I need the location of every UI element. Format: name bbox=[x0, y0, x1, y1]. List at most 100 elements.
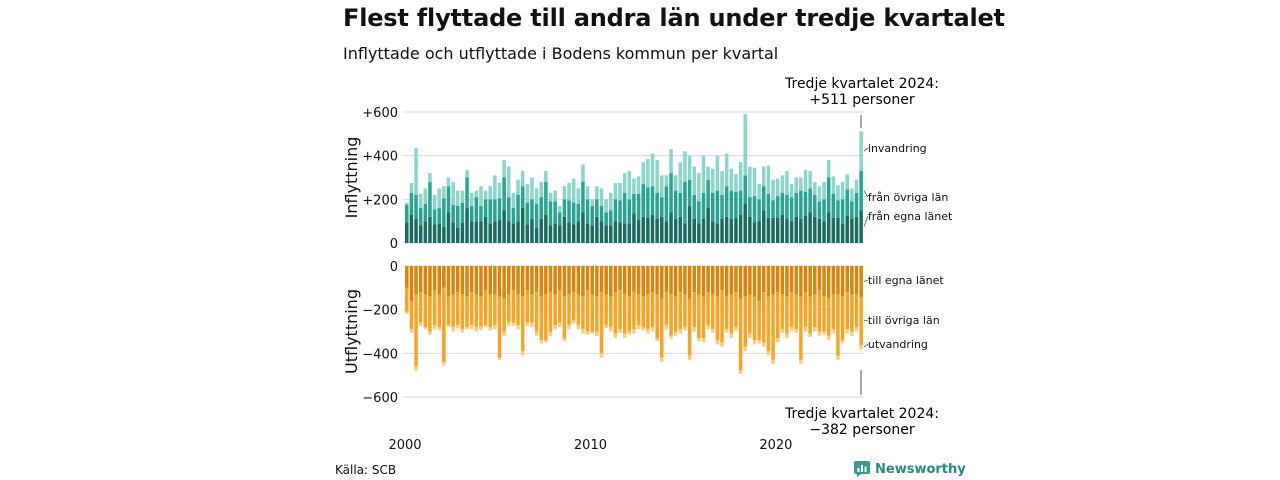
bar-segment-imm bbox=[544, 170, 548, 182]
bar-segment-own bbox=[785, 266, 789, 297]
bar-segment-other bbox=[534, 203, 539, 228]
chart-subtitle: Inflyttade och utflyttade i Bodens kommu… bbox=[343, 44, 779, 63]
series-label: till egna länet bbox=[868, 274, 944, 287]
brand-logo[interactable]: Newsworthy bbox=[854, 461, 966, 477]
bar-segment-other bbox=[817, 201, 822, 219]
bar-segment-imm bbox=[627, 170, 632, 200]
bar-segment-own bbox=[590, 225, 594, 243]
bar-segment-own bbox=[585, 266, 590, 291]
bar-segment-own bbox=[525, 266, 530, 291]
bar-segment-own bbox=[678, 266, 683, 293]
bar-segment-imm bbox=[859, 131, 863, 171]
bar-segment-other bbox=[613, 292, 618, 334]
bar-segment-own bbox=[673, 218, 678, 243]
bar-segment-own bbox=[692, 218, 696, 243]
bar-segment-other bbox=[683, 294, 687, 328]
bar-segment-imm bbox=[762, 166, 766, 187]
bar-segment-own bbox=[595, 266, 599, 297]
bar-segment-emi bbox=[789, 327, 794, 332]
bar-segment-own bbox=[558, 225, 562, 243]
bar-segment-other bbox=[701, 192, 706, 219]
bar-segment-other bbox=[683, 181, 687, 224]
bar-segment-emi bbox=[534, 331, 539, 336]
bar-segment-other bbox=[724, 186, 729, 217]
bar-segment-imm bbox=[405, 202, 409, 205]
bar-segment-own bbox=[748, 266, 752, 295]
bar-segment-other bbox=[646, 294, 650, 330]
bar-segment-imm bbox=[664, 175, 669, 187]
bar-segment-own bbox=[460, 222, 465, 243]
series-label: invandring bbox=[868, 142, 927, 155]
bar-segment-own bbox=[850, 266, 854, 295]
bar-segment-other bbox=[576, 203, 581, 222]
bar-segment-imm bbox=[785, 170, 789, 195]
bar-segment-imm bbox=[488, 186, 492, 200]
bar-segment-own bbox=[724, 266, 729, 297]
bar-segment-own bbox=[854, 216, 859, 243]
bar-segment-own bbox=[520, 208, 525, 243]
bar-segment-other bbox=[460, 202, 465, 223]
bar-segment-own bbox=[571, 224, 576, 243]
bar-segment-imm bbox=[511, 192, 516, 209]
bar-segment-imm bbox=[766, 165, 771, 194]
bar-segment-other bbox=[432, 209, 437, 225]
bar-segment-imm bbox=[469, 192, 474, 206]
bar-segment-imm bbox=[618, 182, 622, 201]
bar-segment-emi bbox=[432, 324, 437, 330]
bar-segment-emi bbox=[405, 311, 409, 315]
bar-segment-other bbox=[743, 175, 747, 204]
bar-segment-own bbox=[836, 266, 840, 295]
bar-segment-other bbox=[520, 296, 525, 352]
bar-segment-emi bbox=[525, 322, 530, 327]
x-tick-label: 2010 bbox=[574, 438, 607, 453]
bar-segment-imm bbox=[743, 114, 747, 176]
bottom-annotation-line2: −382 personer bbox=[809, 422, 915, 438]
bar-segment-imm bbox=[539, 181, 543, 198]
bar-segment-own bbox=[618, 222, 622, 243]
bar-segment-own bbox=[775, 266, 780, 293]
bar-segment-other bbox=[553, 294, 557, 325]
bar-segment-other bbox=[813, 294, 817, 328]
bar-segment-own bbox=[483, 216, 488, 243]
bar-segment-other bbox=[650, 292, 655, 328]
bar-segment-other bbox=[558, 290, 562, 323]
bar-segment-imm bbox=[854, 179, 859, 193]
bar-segment-own bbox=[446, 266, 451, 297]
bar-segment-own bbox=[474, 221, 479, 243]
bar-segment-own bbox=[752, 222, 757, 243]
bar-segment-other bbox=[697, 201, 701, 224]
bar-segment-imm bbox=[840, 181, 845, 200]
bar-segment-own bbox=[636, 220, 641, 243]
bar-segment-emi bbox=[609, 327, 613, 332]
bar-segment-own bbox=[711, 221, 715, 243]
bar-segment-other bbox=[497, 198, 502, 221]
bar-segment-emi bbox=[414, 366, 418, 371]
bar-segment-own bbox=[771, 266, 775, 295]
bar-segment-imm bbox=[799, 177, 803, 191]
bar-segment-own bbox=[729, 218, 734, 243]
bar-segment-own bbox=[609, 225, 613, 243]
bar-segment-own bbox=[456, 266, 460, 293]
bar-segment-imm bbox=[734, 174, 738, 192]
bar-segment-other bbox=[766, 193, 771, 218]
bar-segment-own bbox=[409, 266, 414, 301]
bar-segment-own bbox=[808, 266, 812, 297]
bar-segment-emi bbox=[632, 329, 636, 334]
bar-segment-emi bbox=[469, 324, 474, 330]
bar-segment-other bbox=[483, 199, 488, 217]
bar-segment-own bbox=[803, 266, 808, 293]
bar-segment-other bbox=[590, 205, 594, 226]
bar-segment-own bbox=[437, 223, 441, 243]
bar-segment-own bbox=[534, 266, 539, 293]
bar-segment-emi bbox=[502, 331, 506, 336]
bar-segment-imm bbox=[748, 166, 752, 198]
bar-segment-own bbox=[724, 216, 729, 243]
bar-segment-other bbox=[446, 186, 451, 213]
bar-segment-own bbox=[451, 266, 455, 295]
bar-segment-own bbox=[414, 218, 418, 243]
bar-segment-other bbox=[627, 199, 632, 224]
bar-segment-own bbox=[599, 221, 604, 243]
bar-segment-own bbox=[775, 217, 780, 243]
bar-segment-emi bbox=[775, 338, 780, 343]
bar-segment-other bbox=[673, 190, 678, 219]
